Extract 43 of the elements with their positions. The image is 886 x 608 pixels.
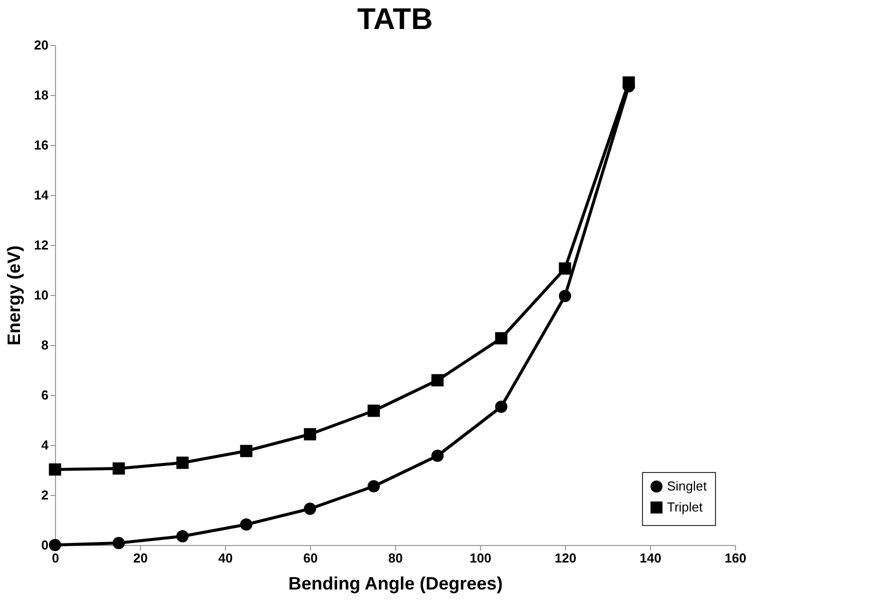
x-tick-label: 0 [52, 550, 60, 566]
y-tick-label: 2 [41, 488, 48, 502]
point [176, 456, 189, 469]
point [48, 463, 62, 476]
point [304, 428, 316, 440]
point [495, 400, 508, 413]
y-tick-label: 10 [34, 288, 48, 302]
point [431, 374, 444, 386]
point [368, 480, 380, 492]
x-tick-label: 120 [554, 550, 576, 566]
point [368, 404, 380, 417]
x-axis-title: Bending Angle (Degrees) [288, 574, 503, 594]
legend-label: Triplet [667, 500, 704, 514]
point [558, 290, 572, 302]
x-tick-label: 140 [640, 550, 662, 566]
y-tick-label: 6 [41, 388, 48, 402]
y-axis-title: Energy (eV) [4, 245, 24, 346]
x-tick-label: 160 [724, 550, 746, 566]
point [176, 530, 189, 542]
point [112, 536, 125, 550]
x-tick-label: 80 [388, 550, 403, 566]
y-tick-label: 12 [34, 238, 48, 252]
y-tick-label: 8 [41, 338, 48, 352]
y-tick-label: 4 [41, 438, 50, 452]
point [304, 502, 316, 515]
x-tick-label: 60 [303, 550, 318, 566]
y-tick-label: 14 [34, 188, 50, 202]
y-tick-label: 0 [41, 538, 48, 552]
point [48, 538, 62, 552]
point [495, 332, 508, 344]
point [240, 444, 252, 458]
y-tick-label: 20 [34, 38, 48, 52]
y-tick-label: 18 [34, 88, 48, 102]
y-tick-label: 16 [34, 138, 48, 152]
point [112, 462, 125, 475]
point [431, 450, 444, 462]
point [558, 262, 572, 275]
legend-label: Singlet [667, 478, 708, 494]
x-tick-label: 100 [470, 550, 492, 566]
point [240, 518, 252, 531]
x-tick-label: 40 [218, 550, 233, 566]
chart-title: TATB [357, 3, 433, 36]
x-tick-label: 20 [133, 550, 148, 566]
